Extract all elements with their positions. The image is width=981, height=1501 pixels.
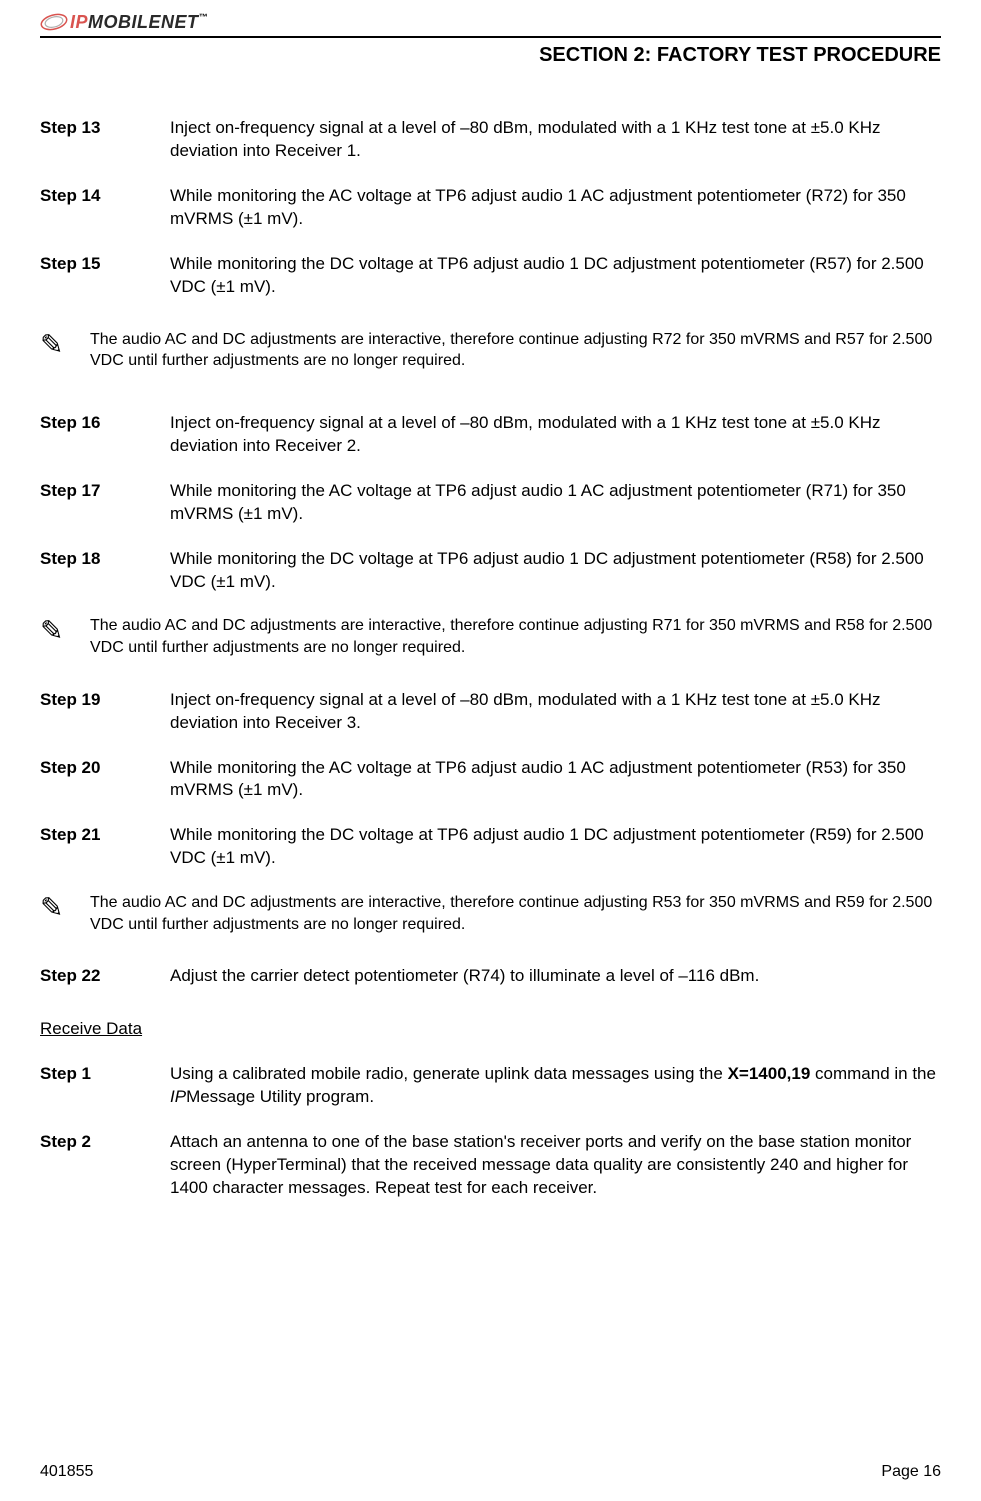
note-block: ✎ The audio AC and DC adjustments are in… bbox=[40, 615, 941, 658]
step-label: Step 19 bbox=[40, 689, 170, 735]
step-row: Step 20 While monitoring the AC voltage … bbox=[40, 757, 941, 803]
note-block: ✎ The audio AC and DC adjustments are in… bbox=[40, 329, 941, 372]
step-text: Using a calibrated mobile radio, generat… bbox=[170, 1063, 941, 1109]
step-label: Step 21 bbox=[40, 824, 170, 870]
step-text: While monitoring the DC voltage at TP6 a… bbox=[170, 824, 941, 870]
step-text: While monitoring the AC voltage at TP6 a… bbox=[170, 757, 941, 803]
logo-tm: ™ bbox=[199, 12, 209, 22]
logo-mobilenet: MOBILENET bbox=[88, 12, 199, 32]
program-name-italic: IP bbox=[170, 1087, 186, 1106]
step-label: Step 1 bbox=[40, 1063, 170, 1109]
step-row: Step 21 While monitoring the DC voltage … bbox=[40, 824, 941, 870]
text-segment: command in the bbox=[810, 1064, 936, 1083]
step-row: Step 1 Using a calibrated mobile radio, … bbox=[40, 1063, 941, 1109]
command-bold: X=1400,19 bbox=[728, 1064, 811, 1083]
logo-text: IPMOBILENET™ bbox=[70, 12, 208, 33]
step-text: Inject on-frequency signal at a level of… bbox=[170, 412, 941, 458]
step-label: Step 14 bbox=[40, 185, 170, 231]
step-row: Step 13 Inject on-frequency signal at a … bbox=[40, 117, 941, 163]
step-row: Step 18 While monitoring the DC voltage … bbox=[40, 548, 941, 594]
step-label: Step 18 bbox=[40, 548, 170, 594]
step-text: While monitoring the DC voltage at TP6 a… bbox=[170, 548, 941, 594]
doc-number: 401855 bbox=[40, 1463, 93, 1481]
page-content: Step 13 Inject on-frequency signal at a … bbox=[40, 117, 941, 1200]
step-row: Step 22 Adjust the carrier detect potent… bbox=[40, 965, 941, 988]
pencil-icon: ✎ bbox=[40, 329, 90, 359]
step-label: Step 15 bbox=[40, 253, 170, 299]
text-segment: Using a calibrated mobile radio, generat… bbox=[170, 1064, 728, 1083]
step-label: Step 2 bbox=[40, 1131, 170, 1200]
step-label: Step 22 bbox=[40, 965, 170, 988]
note-text: The audio AC and DC adjustments are inte… bbox=[90, 615, 941, 658]
page-container: IPMOBILENET™ SECTION 2: FACTORY TEST PRO… bbox=[0, 0, 981, 1501]
text-segment: Message Utility program. bbox=[186, 1087, 374, 1106]
logo: IPMOBILENET™ bbox=[40, 10, 208, 34]
note-text: The audio AC and DC adjustments are inte… bbox=[90, 329, 941, 372]
step-text: Inject on-frequency signal at a level of… bbox=[170, 689, 941, 735]
subsection-heading: Receive Data bbox=[40, 1018, 941, 1041]
section-title: SECTION 2: FACTORY TEST PROCEDURE bbox=[40, 44, 941, 67]
step-row: Step 14 While monitoring the AC voltage … bbox=[40, 185, 941, 231]
logo-ip: IP bbox=[70, 12, 88, 32]
step-text: While monitoring the AC voltage at TP6 a… bbox=[170, 480, 941, 526]
note-text: The audio AC and DC adjustments are inte… bbox=[90, 892, 941, 935]
step-text: Adjust the carrier detect potentiometer … bbox=[170, 965, 941, 988]
step-label: Step 17 bbox=[40, 480, 170, 526]
page-header: IPMOBILENET™ bbox=[40, 10, 941, 38]
step-label: Step 16 bbox=[40, 412, 170, 458]
step-row: Step 2 Attach an antenna to one of the b… bbox=[40, 1131, 941, 1200]
step-row: Step 16 Inject on-frequency signal at a … bbox=[40, 412, 941, 458]
pencil-icon: ✎ bbox=[40, 615, 90, 645]
step-text: While monitoring the AC voltage at TP6 a… bbox=[170, 185, 941, 231]
note-block: ✎ The audio AC and DC adjustments are in… bbox=[40, 892, 941, 935]
step-label: Step 20 bbox=[40, 757, 170, 803]
page-number: Page 16 bbox=[881, 1463, 941, 1481]
page-footer: 401855 Page 16 bbox=[40, 1463, 941, 1481]
step-text: Attach an antenna to one of the base sta… bbox=[170, 1131, 941, 1200]
step-text: Inject on-frequency signal at a level of… bbox=[170, 117, 941, 163]
pencil-icon: ✎ bbox=[40, 892, 90, 922]
step-text: While monitoring the DC voltage at TP6 a… bbox=[170, 253, 941, 299]
step-row: Step 15 While monitoring the DC voltage … bbox=[40, 253, 941, 299]
step-row: Step 17 While monitoring the AC voltage … bbox=[40, 480, 941, 526]
step-row: Step 19 Inject on-frequency signal at a … bbox=[40, 689, 941, 735]
step-label: Step 13 bbox=[40, 117, 170, 163]
logo-mark-icon bbox=[40, 10, 68, 34]
